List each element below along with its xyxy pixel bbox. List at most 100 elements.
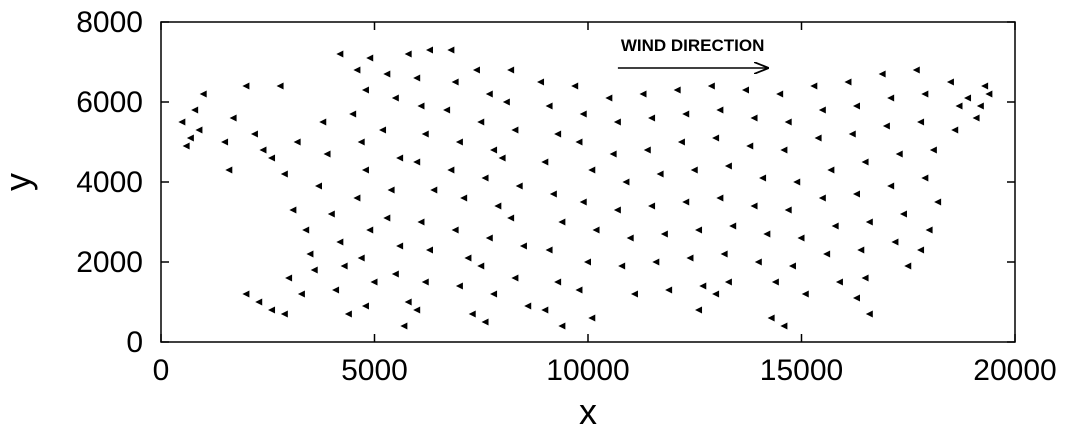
y-tick-label: 2000 — [76, 246, 143, 279]
data-point — [716, 106, 724, 114]
data-point — [391, 94, 399, 102]
data-point — [451, 78, 459, 86]
data-point — [853, 294, 861, 302]
data-point — [750, 114, 758, 122]
y-tick-labels: 0 2000 4000 6000 8000 — [76, 6, 143, 359]
data-point — [695, 226, 703, 234]
data-point — [865, 218, 873, 226]
data-point — [605, 94, 613, 102]
data-point — [818, 194, 826, 202]
data-point — [660, 230, 668, 238]
data-point — [724, 278, 732, 286]
data-point — [455, 138, 463, 146]
data-point — [767, 314, 775, 322]
data-point — [588, 314, 596, 322]
data-point — [336, 238, 344, 246]
data-point — [353, 66, 361, 74]
data-point — [280, 310, 288, 318]
data-point — [955, 102, 963, 110]
data-point — [912, 66, 920, 74]
data-point — [366, 54, 374, 62]
data-point — [494, 202, 502, 210]
data-point — [588, 166, 596, 174]
data-point — [323, 150, 331, 158]
data-point — [934, 198, 942, 206]
data-point — [857, 246, 865, 254]
x-tick-label: 15000 — [760, 354, 843, 387]
data-point — [917, 246, 925, 254]
data-point — [895, 150, 903, 158]
data-point — [361, 86, 369, 94]
data-point — [788, 262, 796, 270]
data-point — [242, 82, 250, 90]
data-point — [186, 134, 194, 142]
data-point — [712, 290, 720, 298]
data-point — [801, 290, 809, 298]
data-point — [618, 262, 626, 270]
data-point — [861, 158, 869, 166]
data-point — [814, 134, 822, 142]
data-point — [259, 146, 267, 154]
data-point — [695, 306, 703, 314]
data-point — [507, 214, 515, 222]
data-point — [285, 274, 293, 282]
data-point — [370, 278, 378, 286]
data-point — [579, 110, 587, 118]
data-point — [613, 118, 621, 126]
data-point — [383, 214, 391, 222]
data-point — [844, 78, 852, 86]
data-point — [379, 126, 387, 134]
data-point — [485, 234, 493, 242]
x-tick-label: 5000 — [341, 354, 408, 387]
data-point — [464, 254, 472, 262]
data-point — [511, 274, 519, 282]
axis-ticks — [160, 21, 1016, 343]
data-point — [537, 78, 545, 86]
data-point — [549, 190, 557, 198]
data-point — [810, 82, 818, 90]
data-point — [554, 278, 562, 286]
data-point — [545, 246, 553, 254]
x-tick-label: 20000 — [973, 354, 1056, 387]
data-point — [293, 138, 301, 146]
data-point — [396, 242, 404, 250]
data-point — [878, 70, 886, 78]
data-point — [976, 102, 984, 110]
data-point — [332, 286, 340, 294]
data-point — [336, 50, 344, 58]
data-point — [673, 86, 681, 94]
data-point — [361, 166, 369, 174]
data-point — [946, 78, 954, 86]
x-tick-label: 10000 — [546, 354, 629, 387]
data-point — [853, 190, 861, 198]
data-point — [554, 130, 562, 138]
data-point — [195, 126, 203, 134]
data-point — [306, 250, 314, 258]
data-point — [972, 114, 980, 122]
data-point — [741, 86, 749, 94]
data-point — [430, 186, 438, 194]
data-point — [357, 254, 365, 262]
data-point — [242, 290, 250, 298]
data-point — [387, 186, 395, 194]
data-point — [827, 166, 835, 174]
data-point — [297, 290, 305, 298]
data-point — [178, 118, 186, 126]
data-point — [515, 182, 523, 190]
data-point — [823, 250, 831, 258]
data-point — [404, 298, 412, 306]
data-point — [656, 170, 664, 178]
data-point — [865, 310, 873, 318]
data-point — [199, 90, 207, 98]
data-point — [426, 246, 434, 254]
data-point — [780, 146, 788, 154]
data-point — [592, 226, 600, 234]
data-point — [280, 170, 288, 178]
data-point — [784, 206, 792, 214]
data-point — [426, 46, 434, 54]
data-point — [921, 174, 929, 182]
data-point — [579, 198, 587, 206]
data-point — [472, 66, 480, 74]
data-point — [477, 262, 485, 270]
data-point — [771, 278, 779, 286]
